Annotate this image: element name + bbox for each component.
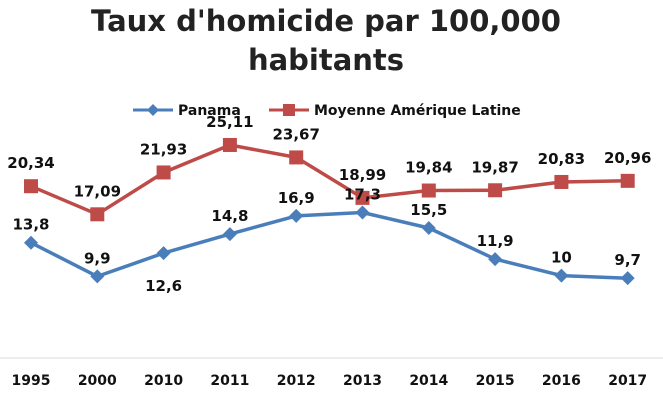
panama-label-2010: 12,6: [145, 277, 182, 295]
panama-label-2000: 9,9: [84, 249, 111, 267]
x-tick-label-2014: 2014: [409, 373, 448, 389]
panama-point-2015: [488, 252, 503, 267]
latam-point-2010: [156, 165, 171, 180]
x-tick-label-2012: 2012: [277, 373, 316, 389]
x-tick-label-2000: 2000: [78, 373, 117, 389]
latam-series-line: [30, 143, 628, 217]
panama-point-2011: [222, 227, 237, 242]
legend-latam-label: Moyenne Amérique Latine: [314, 103, 521, 119]
panama-label-2017: 9,7: [614, 251, 641, 269]
panama-series-line: [30, 210, 628, 280]
x-axis-ticks: 1995 2000 2010 2011 2012 2013 2014 2015 2016 2017: [12, 373, 648, 389]
latam-point-2011: [222, 137, 237, 152]
panama-point-1995: [24, 235, 38, 250]
latam-label-2016: 20,83: [538, 150, 585, 168]
panama-label-1995: 13,8: [12, 216, 49, 234]
panama-label-2015: 11,9: [477, 232, 514, 250]
latam-point-1995: [24, 179, 38, 194]
panama-label-2014: 15,5: [410, 201, 447, 219]
legend-panama-label: Panama: [178, 103, 241, 119]
panama-point-2016: [554, 268, 569, 283]
chart-title-line-2: habitants: [248, 43, 404, 77]
latam-label-2011: 25,11: [206, 113, 253, 131]
panama-label-2011: 14,8: [211, 207, 248, 225]
legend: Panama Moyenne Amérique Latine: [133, 103, 521, 119]
x-tick-label-2016: 2016: [542, 373, 581, 389]
latam-point-2012: [289, 150, 304, 165]
latam-label-2017: 20,96: [604, 149, 651, 167]
latam-point-2016: [554, 174, 569, 189]
panama-point-2000: [90, 269, 105, 284]
panama-point-2017: [620, 271, 635, 286]
panama-point-2014: [421, 221, 436, 236]
latam-point-2013: [355, 190, 370, 205]
latam-label-2013: 18,99: [339, 166, 386, 184]
latam-label-2012: 23,67: [272, 125, 319, 143]
latam-label-2015: 19,87: [471, 158, 518, 176]
latam-point-2014: [421, 183, 436, 198]
latam-point-2017: [620, 173, 635, 188]
panama-point-2012: [289, 208, 304, 223]
x-tick-label-2011: 2011: [210, 373, 249, 389]
latam-label-1995: 20,34: [7, 154, 54, 172]
chart-title-line-1: Taux d'homicide par 100,000: [91, 4, 561, 38]
x-tick-label-2010: 2010: [144, 373, 183, 389]
latam-label-2010: 21,93: [140, 140, 187, 158]
panama-point-2010: [156, 246, 171, 261]
latam-label-2014: 19,84: [405, 159, 452, 177]
latam-point-2015: [488, 183, 503, 198]
data-labels: 13,8 9,9 12,6 14,8 16,9 17,3 15,5 11,9 10 9,7 20,3…: [7, 113, 651, 295]
latam-label-2000: 17,09: [74, 182, 121, 200]
legend-latam-marker: [283, 104, 295, 116]
panama-label-2012: 16,9: [278, 189, 315, 207]
legend-panama-marker: [147, 104, 159, 116]
x-tick-label-1995: 1995: [12, 373, 51, 389]
panama-label-2013: 17,3: [344, 185, 381, 203]
panama-label-2016: 10: [551, 249, 572, 267]
series-lines: [30, 143, 628, 280]
x-tick-label-2017: 2017: [608, 373, 647, 389]
panama-point-2013: [355, 205, 370, 220]
latam-point-2000: [90, 207, 105, 222]
series-markers: [24, 137, 635, 286]
x-tick-label-2015: 2015: [476, 373, 515, 389]
x-tick-label-2013: 2013: [343, 373, 382, 389]
